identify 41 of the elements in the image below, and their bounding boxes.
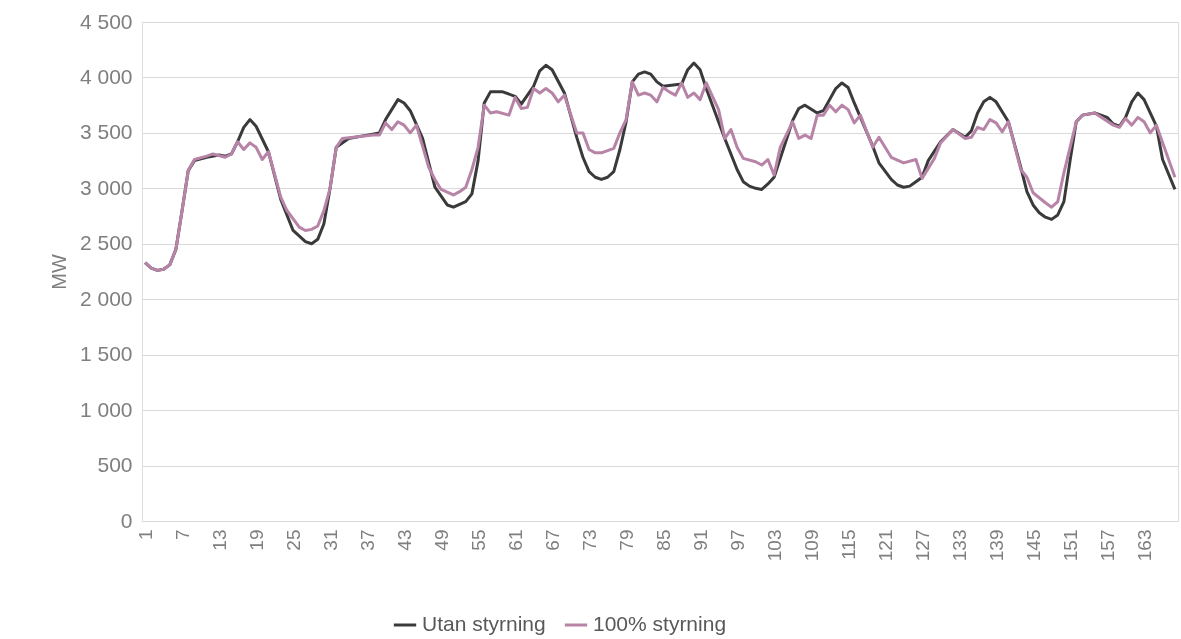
y-tick-label: 1 500 — [79, 342, 133, 366]
x-tick-label: 49 — [430, 529, 452, 551]
y-tick-label: 2 000 — [79, 286, 133, 310]
x-tick-label: 1 — [134, 529, 156, 541]
y-tick-label: 4 500 — [79, 9, 133, 33]
legend-label: Utan styrning — [422, 612, 546, 635]
x-tick-label: 127 — [911, 529, 933, 562]
x-tick-label: 37 — [356, 529, 378, 551]
x-tick-label: 19 — [245, 529, 267, 551]
x-tick-label: 73 — [578, 529, 600, 551]
y-tick-label: 3 000 — [79, 175, 133, 199]
y-tick-label: 4 000 — [79, 64, 133, 88]
x-tick-label: 67 — [541, 529, 563, 551]
x-tick-label: 103 — [763, 529, 785, 562]
x-tick-label: 139 — [985, 529, 1007, 562]
y-tick-label: 2 500 — [79, 231, 133, 255]
x-tick-label: 55 — [467, 529, 489, 551]
x-tick-label: 7 — [171, 529, 193, 541]
x-tick-label: 25 — [282, 529, 304, 551]
x-tick-label: 85 — [652, 529, 674, 551]
x-tick-label: 91 — [689, 529, 711, 551]
x-tick-label: 97 — [726, 529, 748, 551]
x-tick-label: 31 — [319, 529, 341, 551]
x-tick-label: 43 — [393, 529, 415, 551]
y-tick-label: 500 — [97, 453, 133, 477]
x-tick-label: 13 — [208, 529, 230, 551]
x-tick-label: 79 — [615, 529, 637, 551]
x-tick-label: 133 — [948, 529, 970, 562]
x-tick-label: 151 — [1059, 529, 1081, 562]
x-tick-label: 121 — [874, 529, 896, 562]
x-tick-label: 145 — [1022, 529, 1044, 562]
legend-label: 100% styrning — [593, 612, 727, 635]
x-tick-label: 109 — [800, 529, 822, 562]
x-tick-label: 163 — [1133, 529, 1155, 562]
x-tick-label: 61 — [504, 529, 526, 551]
x-tick-label: 115 — [837, 529, 859, 560]
x-tick-label: 157 — [1096, 529, 1118, 562]
y-tick-label: 0 — [120, 508, 133, 532]
y-tick-label: 3 500 — [79, 120, 133, 144]
y-tick-label: 1 000 — [79, 397, 133, 421]
y-axis-title: MW — [47, 254, 70, 290]
